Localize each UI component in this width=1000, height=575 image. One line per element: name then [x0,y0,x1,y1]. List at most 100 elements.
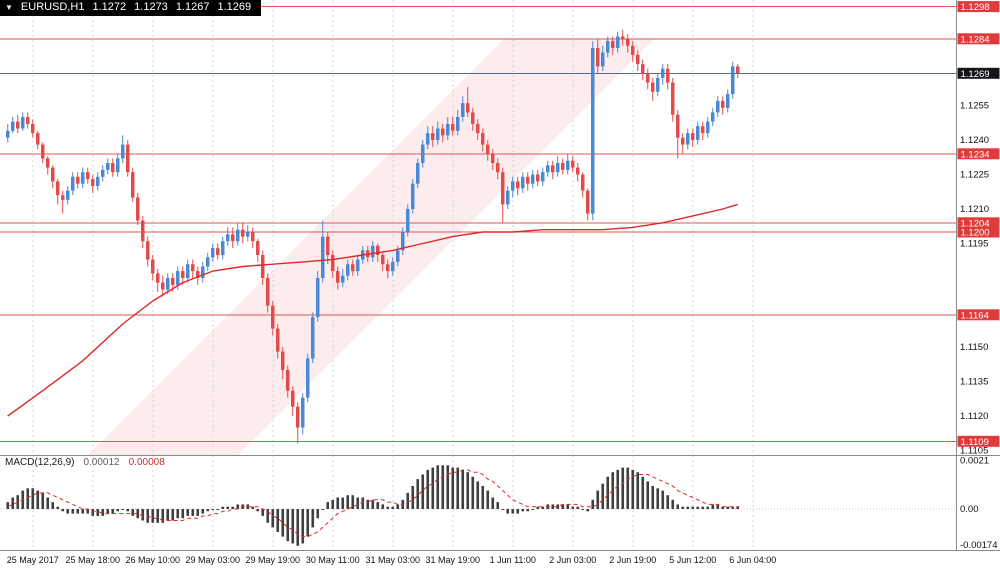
collapse-icon[interactable]: ▼ [5,3,13,12]
indicator-signal-value: 0.00008 [128,457,165,468]
candle [236,229,240,242]
price-axis-label: 1.1225 [960,170,989,181]
macd-histogram-bar [666,495,670,509]
macd-histogram-bar [711,504,715,509]
candle [271,305,275,329]
candle [541,172,545,182]
macd-histogram-bar [46,497,50,509]
price-level-badge-label: 1.1284 [961,34,990,45]
macd-histogram-bar [536,506,540,509]
candle [606,41,610,53]
candle [301,397,305,428]
candle [376,245,380,255]
candle [291,390,295,407]
macd-histogram-bar [656,488,660,509]
macd-histogram-bar [36,490,40,509]
candle [101,169,105,177]
candle [96,176,100,186]
macd-histogram-bar [541,506,545,509]
macd-histogram-bar [531,509,535,510]
candle [86,172,90,180]
candle [656,77,660,92]
macd-histogram-bar [701,506,705,509]
macd-histogram-bar [11,497,15,509]
macd-histogram-bar [361,497,365,509]
macd-histogram-bar [686,506,690,509]
macd-histogram-bar [261,509,265,516]
macd-histogram-bar [296,509,300,546]
macd-histogram-bar [466,472,470,509]
macd-histogram-bar [331,499,335,509]
candle [251,232,255,242]
candle [726,94,730,108]
candle [446,123,450,136]
macd-histogram-bar [196,509,200,516]
candle [551,165,555,173]
candle [411,183,415,209]
candle [721,100,725,108]
macd-histogram-bar [316,509,320,519]
current-price-badge-label: 1.1269 [961,69,990,80]
candle [406,209,410,232]
price-axis-label: 1.1210 [960,204,989,215]
macd-histogram-bar [456,467,460,509]
macd-histogram-bar [551,504,555,509]
macd-histogram-bar [591,499,595,509]
macd-histogram-bar [526,509,530,512]
macd-histogram-bar [251,506,255,509]
macd-histogram-bar [476,481,480,509]
candle [126,144,130,173]
candle [6,130,10,138]
macd-histogram-bar [451,467,455,509]
candle [61,195,65,200]
candle [546,165,550,173]
macd-histogram-bar [271,509,275,528]
macd-histogram-bar [691,506,695,509]
macd-histogram-bar [576,506,580,509]
price-axis-label: 1.1135 [960,377,988,388]
candle [311,317,315,359]
macd-histogram-bar [191,509,195,516]
macd-histogram-bar [661,490,665,509]
macd-histogram-bar [106,509,110,514]
macd-histogram-bar [416,479,420,509]
candle [331,255,335,272]
quote-open: 1.1272 [92,1,127,13]
candle [356,259,360,272]
macd-histogram-bar [501,509,505,510]
candle [121,144,125,159]
candle [136,197,140,221]
candle [611,41,615,48]
candle [151,259,155,274]
candle [471,112,475,124]
indicator-value: 0.00012 [83,457,120,468]
macd-histogram-bar [91,509,95,516]
macd-histogram-bar [136,509,140,519]
macd-histogram-bar [311,509,315,528]
macd-histogram-bar [351,495,355,509]
macd-histogram-bar [651,486,655,509]
candle [196,271,200,278]
candle [321,236,325,278]
macd-histogram-bar [601,483,605,509]
macd-histogram-bar [71,509,75,514]
candle [66,190,70,200]
macd-histogram-bar [586,509,590,512]
candle [181,271,185,278]
candle [306,358,310,398]
macd-histogram-bar [211,509,215,510]
candle [511,181,515,191]
macd-histogram-bar [61,509,65,512]
candle [716,100,720,113]
candle [51,167,55,182]
candle [326,236,330,255]
candle [396,250,400,262]
candle [416,163,420,184]
macd-histogram-bar [556,504,560,509]
macd-histogram-bar [371,499,375,509]
macd-histogram-bar [721,506,725,509]
candle [666,68,670,83]
time-axis-label: 31 May 03:00 [365,555,420,565]
price-axis-label: 1.1240 [960,135,989,146]
